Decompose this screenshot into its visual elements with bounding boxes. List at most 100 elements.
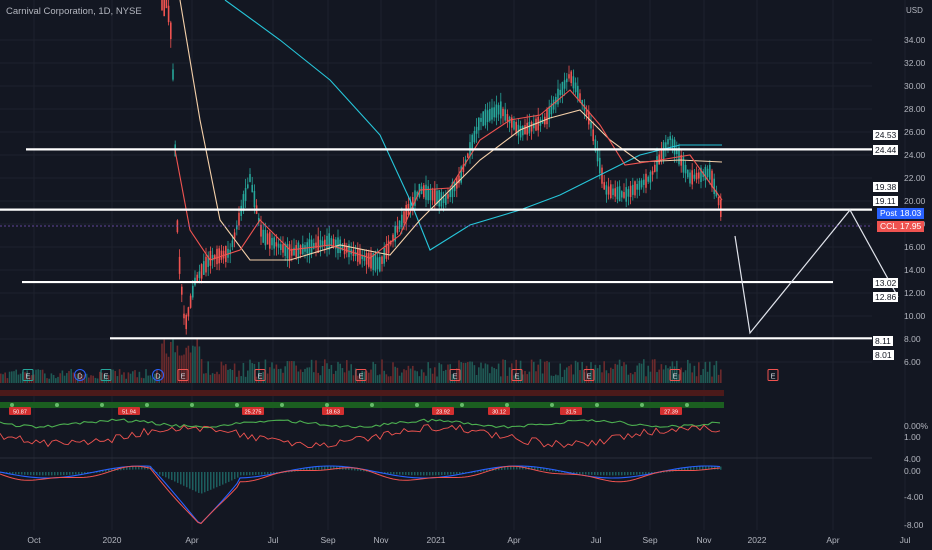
volume-bar: [70, 369, 72, 383]
volume-bar: [8, 371, 11, 383]
candle-body: [625, 187, 627, 202]
candle-body: [484, 109, 487, 126]
time-tick-label: Nov: [696, 535, 712, 545]
candle-body: [299, 245, 302, 255]
macd-histogram-bar: [249, 472, 251, 476]
macd-histogram-bar: [543, 467, 545, 471]
volume-bar: [149, 375, 152, 383]
time-tick-label: 2020: [103, 535, 122, 545]
volume-bar: [409, 368, 412, 383]
volume-bar: [167, 356, 170, 383]
earnings-marker: [355, 369, 367, 381]
macd-histogram-bar: [51, 472, 53, 476]
post-value: 18.03: [900, 208, 922, 218]
volume-bar: [493, 368, 495, 383]
macd-histogram-bar: [612, 472, 614, 476]
price-axis[interactable]: 34.00 32.00 30.00 28.00 26.00 24.00 22.00 20.00…: [904, 35, 929, 530]
price-tick-label: 20.00: [904, 196, 926, 206]
time-tick-label: 2021: [427, 535, 446, 545]
indicator-panes: 50.87 51.94 25.275 18.63 23.92 30.12 31.5 27.39: [0, 390, 872, 525]
volume-bar: [462, 362, 465, 383]
candle-body: [522, 126, 524, 136]
candle-body: [317, 236, 319, 254]
indicator-tick-label: 0.00%: [904, 421, 929, 431]
candle-body: [605, 185, 608, 195]
volume-bar: [319, 375, 322, 383]
candle-body: [616, 186, 619, 200]
candle-body: [654, 164, 656, 172]
macd-histogram-bar: [441, 472, 443, 476]
signal-dot: [325, 403, 329, 407]
macd-histogram-bar: [315, 466, 317, 470]
macd-histogram-bar: [318, 466, 320, 470]
volume-bar: [475, 374, 478, 383]
candle-body: [704, 166, 707, 181]
price-tick-label: 16.00: [904, 242, 926, 252]
macd-histogram-bar: [510, 466, 512, 470]
volume-bar: [541, 373, 544, 383]
time-tick-label: Jul: [591, 535, 602, 545]
hline-1-lower-tag: 24.44: [873, 145, 899, 155]
candle-body: [260, 224, 262, 237]
candle-body: [458, 175, 460, 184]
candle-body: [475, 126, 478, 134]
macd-histogram-bar: [213, 472, 215, 489]
macd-histogram-bar: [9, 472, 11, 474]
candle-body: [271, 237, 273, 246]
macd-histogram-bar: [390, 472, 392, 475]
candle-body: [249, 174, 251, 182]
candle-body: [720, 199, 722, 218]
macd-histogram-bar: [261, 472, 263, 475]
candle-body: [207, 255, 209, 267]
volume-bar: [194, 346, 196, 383]
macd-histogram-bar: [624, 472, 626, 476]
candle-body: [328, 233, 330, 250]
candle-body: [491, 107, 493, 120]
candle-body: [539, 119, 542, 126]
candle-body: [288, 244, 291, 261]
drawing-tools[interactable]: [0, 148, 899, 340]
rsi-badge-label: 27.39: [664, 410, 678, 416]
candle-body: [517, 124, 520, 136]
volume-bar: [405, 370, 407, 383]
volume-bar: [99, 371, 101, 383]
candle-body: [264, 229, 267, 246]
volume-bar: [129, 373, 132, 383]
time-axis[interactable]: Oct 2020 Apr Jul Sep Nov 2021 Apr Jul Sep Nov 2022 A…: [27, 535, 910, 545]
earnings-marker-label: E: [770, 372, 775, 381]
volume-bar: [357, 375, 359, 383]
macd-histogram-bar: [606, 472, 608, 476]
volume-bar: [506, 375, 509, 383]
macd-histogram-bar: [630, 472, 632, 476]
volume-bar: [55, 378, 57, 383]
time-tick-label: Apr: [507, 535, 520, 545]
signal-dot: [370, 403, 374, 407]
symbol-title[interactable]: Carnival Corporation, 1D, NYSE: [6, 6, 142, 17]
candle-body: [629, 185, 632, 198]
candle-body: [526, 122, 528, 135]
time-tick-label: Sep: [642, 535, 657, 545]
macd-histogram-bar: [207, 472, 209, 492]
volume-bar: [240, 376, 242, 383]
volume-bar: [550, 375, 553, 383]
macd-histogram-bar: [585, 472, 587, 475]
candle-body: [291, 248, 293, 256]
rsi-badge: [322, 407, 344, 415]
ccl-value: 17.95: [900, 221, 922, 231]
candle-body: [623, 192, 625, 198]
candle-body: [295, 245, 297, 257]
volume-bar: [387, 376, 390, 383]
volume-bars: [0, 339, 722, 383]
rsi-badge-label: 23.92: [436, 410, 450, 416]
time-tick-label: Nov: [373, 535, 389, 545]
volume-bar: [94, 377, 97, 383]
candle-body: [434, 188, 436, 204]
macd-histogram-bar: [270, 472, 272, 474]
macd-histogram-bar: [312, 467, 314, 471]
macd-signal-line: [0, 465, 721, 525]
volume-bar: [467, 361, 469, 383]
candle-body: [689, 172, 691, 184]
volume-bar: [158, 375, 160, 383]
